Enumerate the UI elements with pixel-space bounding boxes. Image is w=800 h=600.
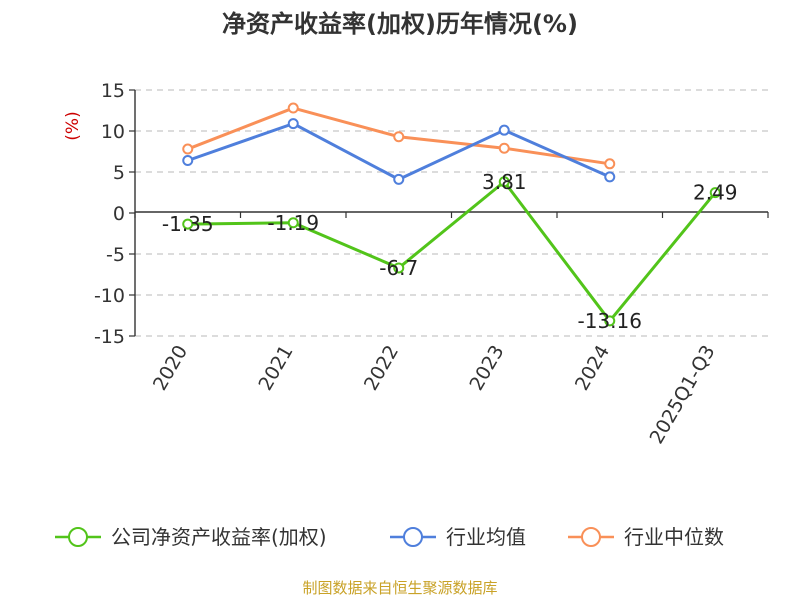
legend-marker: [581, 527, 601, 547]
data-point: [498, 124, 510, 136]
y-tick-label: -5: [106, 244, 125, 266]
legend-marker: [68, 527, 88, 547]
legend-marker: [403, 527, 423, 547]
data-label: -1.19: [267, 211, 319, 235]
data-point: [287, 118, 299, 130]
x-axis-ticks: 2020 2021 2022 2023 2024 2025Q1-Q3: [134, 212, 769, 448]
y-axis-ticks: 15 10 5 0 -5 -10 -15: [94, 80, 135, 348]
y-unit-label: (%): [63, 111, 83, 140]
series-group: [182, 102, 721, 327]
data-point: [182, 155, 194, 167]
data-point: [182, 218, 194, 230]
legend-label: 公司净资产收益率(加权): [111, 525, 327, 549]
x-tick-label: 2022: [360, 342, 403, 395]
data-point: [604, 158, 616, 170]
data-labels: -1.35 -1.19 -6.7 3.81 -13.16 2.49: [162, 170, 738, 333]
x-tick-label: 2021: [254, 342, 297, 395]
data-point: [604, 315, 616, 327]
data-label: 3.81: [482, 170, 527, 194]
legend-label: 行业均值: [446, 525, 526, 549]
data-label: -6.7: [379, 256, 418, 280]
data-label: -1.35: [162, 212, 214, 236]
y-tick-label: 5: [113, 162, 125, 184]
data-point: [287, 102, 299, 114]
data-point: [393, 262, 405, 274]
data-point: [287, 217, 299, 229]
y-tick-label: -10: [94, 285, 125, 307]
y-tick-label: 0: [113, 203, 125, 225]
y-tick-label: -15: [94, 326, 125, 348]
x-tick-label: 2024: [571, 342, 614, 395]
data-point: [393, 131, 405, 143]
series-line: [187, 180, 717, 323]
data-label: 2.49: [693, 181, 738, 205]
x-tick-label: 2023: [465, 342, 508, 395]
data-point: [604, 171, 616, 183]
data-point: [498, 176, 510, 188]
data-point: [393, 173, 405, 185]
data-point: [709, 187, 721, 199]
x-tick-label: 2020: [149, 342, 192, 395]
data-point: [498, 142, 510, 154]
x-tick-label: 2025Q1-Q3: [646, 342, 720, 448]
y-tick-label: 15: [101, 80, 125, 102]
data-label: -13.16: [578, 309, 642, 333]
legend-label: 行业中位数: [624, 525, 724, 549]
chart-title: 净资产收益率(加权)历年情况(%): [222, 10, 578, 38]
data-point: [182, 143, 194, 155]
y-tick-label: 10: [101, 121, 125, 143]
source-note: 制图数据来自恒生聚源数据库: [302, 579, 497, 597]
legend: 公司净资产收益率(加权) 行业均值 行业中位数: [55, 525, 724, 549]
